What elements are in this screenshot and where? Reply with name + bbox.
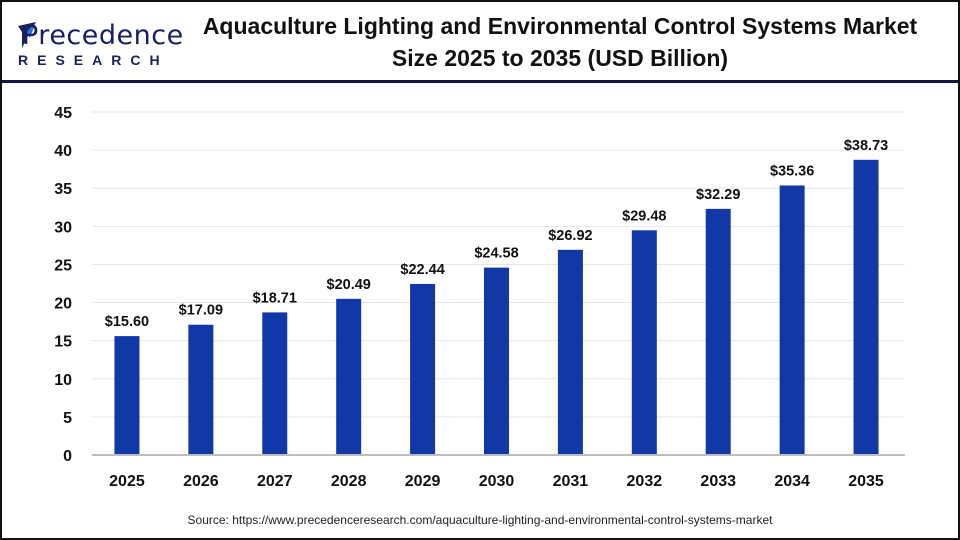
y-tick-label: 25 bbox=[54, 257, 72, 274]
bar-2034 bbox=[779, 185, 805, 456]
title-line-2: Size 2025 to 2035 (USD Billion) bbox=[391, 45, 729, 71]
x-tick-label: 2026 bbox=[183, 473, 219, 490]
x-tick-label: 2031 bbox=[553, 473, 589, 490]
data-label: $15.60 bbox=[105, 314, 149, 330]
y-tick-label: 45 bbox=[54, 105, 72, 122]
title-line-1: Aquaculture Lighting and Environmental C… bbox=[202, 13, 918, 39]
y-tick-label: 0 bbox=[63, 448, 72, 465]
data-label: $18.71 bbox=[253, 290, 297, 306]
header-divider bbox=[2, 80, 958, 83]
logo-main-text: Precedence bbox=[22, 20, 184, 51]
x-tick-label: 2030 bbox=[479, 473, 515, 490]
data-label: $24.58 bbox=[474, 246, 518, 262]
x-tick-label: 2033 bbox=[700, 473, 736, 490]
data-label: $20.49 bbox=[327, 277, 371, 293]
bar-2026 bbox=[188, 324, 214, 455]
bar-2029 bbox=[410, 283, 436, 455]
bar-2028 bbox=[336, 298, 362, 455]
x-tick-label: 2028 bbox=[331, 473, 367, 490]
y-tick-label: 15 bbox=[54, 334, 72, 351]
data-label: $35.36 bbox=[770, 163, 814, 179]
chart-title: Aquaculture Lighting and Environmental C… bbox=[170, 10, 950, 74]
y-tick-label: 10 bbox=[54, 372, 72, 389]
data-label: $17.09 bbox=[179, 303, 223, 319]
bar-2025 bbox=[114, 336, 140, 455]
logo-sub-text: RESEARCH bbox=[18, 52, 169, 68]
bar-2027 bbox=[262, 312, 288, 455]
data-label: $38.73 bbox=[844, 138, 888, 154]
y-tick-label: 20 bbox=[54, 296, 72, 313]
data-label: $32.29 bbox=[696, 187, 740, 203]
x-tick-label: 2035 bbox=[848, 473, 884, 490]
source-text: Source: https://www.precedenceresearch.c… bbox=[187, 513, 773, 527]
bar-2035 bbox=[853, 159, 879, 456]
bar-2032 bbox=[631, 230, 657, 455]
x-tick-label: 2032 bbox=[627, 473, 663, 490]
x-tick-label: 2029 bbox=[405, 473, 441, 490]
x-tick-label: 2034 bbox=[774, 473, 810, 490]
data-label: $29.48 bbox=[622, 208, 666, 224]
x-tick-label: 2027 bbox=[257, 473, 293, 490]
x-tick-label: 2025 bbox=[109, 473, 145, 490]
y-tick-label: 35 bbox=[54, 181, 72, 198]
logo-leaf-icon bbox=[18, 22, 36, 48]
y-tick-label: 30 bbox=[54, 219, 72, 236]
bar-2031 bbox=[557, 249, 583, 455]
bar-2033 bbox=[705, 208, 731, 455]
data-label: $26.92 bbox=[548, 228, 592, 244]
precedence-research-logo: Precedence RESEARCH bbox=[16, 20, 183, 68]
y-tick-label: 40 bbox=[54, 143, 72, 160]
y-tick-label: 5 bbox=[63, 410, 72, 427]
bar-2030 bbox=[484, 267, 509, 455]
bar-chart: 051015202530354045$15.602025$17.092026$1… bbox=[54, 105, 905, 490]
data-label: $22.44 bbox=[400, 262, 444, 278]
